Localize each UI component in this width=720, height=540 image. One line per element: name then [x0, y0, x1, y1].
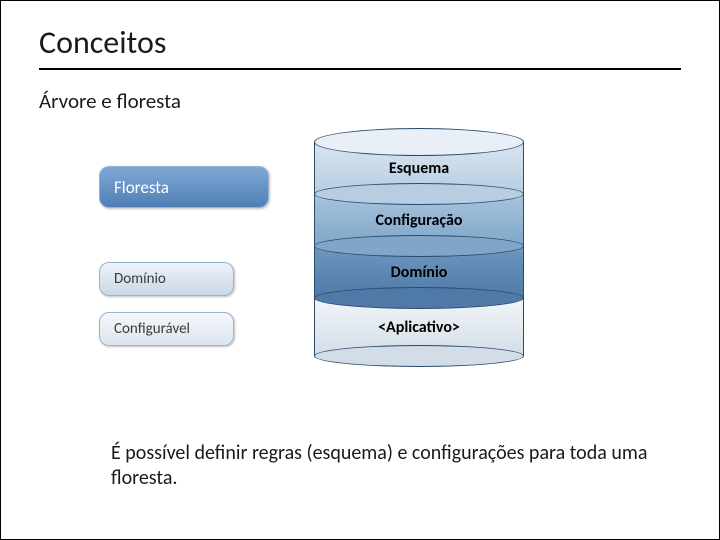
cylinder: Esquema Configuração Domínio <Aplicativo> — [314, 142, 524, 372]
slide: Conceitos Árvore e floresta Floresta Domí… — [0, 0, 720, 540]
caption-text: É possível definir regras (esquema) e co… — [111, 441, 659, 491]
page-title: Conceitos — [39, 23, 681, 62]
subtitle: Árvore e floresta — [39, 88, 681, 114]
diagram: Floresta Domínio Configurável Esquema Confi… — [99, 142, 579, 402]
cylinder-top — [314, 128, 524, 156]
cylinder-layer-label: Esquema — [389, 159, 449, 178]
left-tab-configurável: Configurável — [99, 312, 234, 346]
left-tab-domínio: Domínio — [99, 262, 234, 296]
left-tab-floresta: Floresta — [99, 166, 269, 208]
cylinder-layer-label: Configuração — [376, 211, 463, 230]
cylinder-layer-label: <Aplicativo> — [378, 318, 460, 337]
cylinder-layer-label: Domínio — [391, 263, 448, 282]
title-rule — [39, 68, 681, 70]
